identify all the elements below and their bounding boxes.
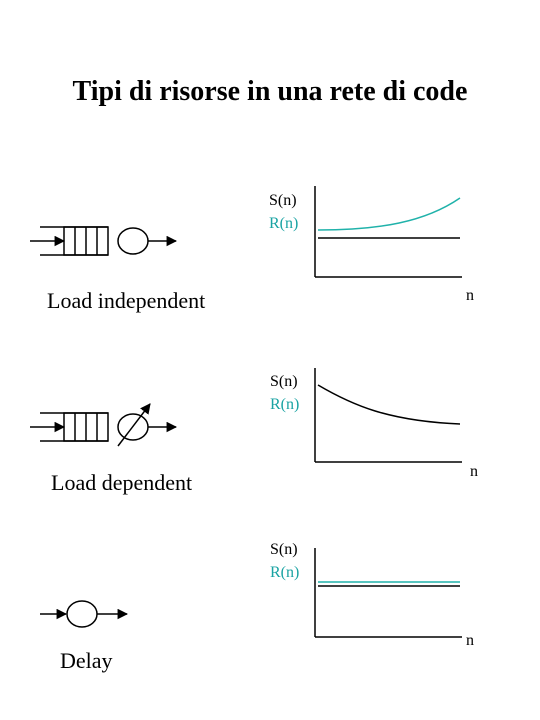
- load-independent-queue-icon: [30, 226, 178, 256]
- load-dependent-chart: [314, 368, 462, 463]
- r-axis-label: R(n): [270, 564, 300, 581]
- section-label-delay: Delay: [60, 648, 113, 673]
- load-independent-chart: [314, 186, 462, 278]
- load-dependent-queue-icon: [30, 403, 178, 447]
- r-axis-label: R(n): [269, 215, 299, 232]
- x-axis-label: n: [470, 463, 478, 480]
- r-curve-rising: [317, 197, 461, 231]
- r-axis-label: R(n): [270, 396, 300, 413]
- s-axis-label: S(n): [270, 541, 298, 558]
- x-axis-label: n: [466, 632, 474, 649]
- page-title: Tipi di risorse in una rete di code: [72, 76, 468, 107]
- delay-queue-icon: [40, 600, 129, 628]
- section-label-load-independent: Load independent: [47, 288, 206, 313]
- delay-chart: [314, 548, 462, 638]
- x-axis-label: n: [466, 287, 474, 304]
- s-curve-decreasing: [317, 384, 461, 425]
- s-axis-label: S(n): [269, 192, 297, 209]
- s-axis-label: S(n): [270, 373, 298, 390]
- section-label-load-dependent: Load dependent: [51, 470, 193, 495]
